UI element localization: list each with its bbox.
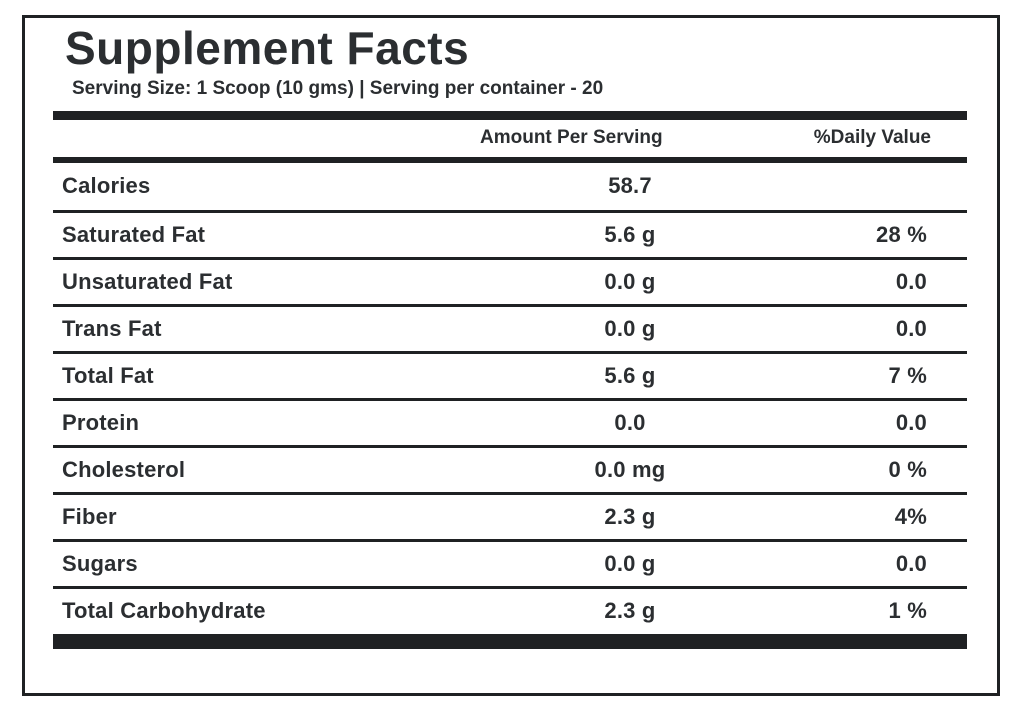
row-label: Trans Fat: [62, 315, 162, 341]
table-row: Trans Fat 0.0 g 0.0: [53, 303, 967, 351]
table-header-row: Amount Per Serving %Daily Value: [53, 120, 967, 157]
nutrient-table: Calories 58.7 Saturated Fat 5.6 g 28 % U…: [53, 163, 967, 633]
table-row: Total Fat 5.6 g 7 %: [53, 350, 967, 398]
row-amount: 0.0 g: [604, 550, 656, 576]
row-label: Unsaturated Fat: [62, 268, 233, 294]
row-label: Fiber: [62, 503, 117, 529]
row-daily-value: 4%: [894, 503, 927, 529]
row-amount: 5.6 g: [604, 221, 656, 247]
row-daily-value: 0.0: [895, 315, 927, 341]
row-amount: 0.0 g: [604, 268, 656, 294]
row-label: Protein: [62, 409, 140, 435]
table-row: Protein 0.0 0.0: [53, 397, 967, 445]
row-daily-value: 7 %: [888, 362, 927, 388]
column-header-amount: Amount Per Serving: [480, 127, 663, 149]
row-amount: 2.3 g: [604, 503, 656, 529]
page-title: Supplement Facts: [65, 22, 470, 74]
row-label: Calories: [62, 173, 151, 199]
row-daily-value: 28 %: [876, 221, 927, 247]
table-row: Fiber 2.3 g 4%: [53, 491, 967, 539]
row-amount: 58.7: [608, 173, 652, 199]
row-daily-value: 0.0: [895, 550, 927, 576]
row-label: Sugars: [62, 550, 138, 576]
row-daily-value: 0 %: [888, 456, 927, 482]
table-row: Sugars 0.0 g 0.0: [53, 538, 967, 586]
row-daily-value: 0.0: [895, 268, 927, 294]
row-amount: 0.0 g: [604, 315, 656, 341]
serving-info: Serving Size: 1 Scoop (10 gms) | Serving…: [72, 77, 604, 99]
row-daily-value: 1 %: [888, 597, 927, 623]
row-label: Total Fat: [62, 362, 154, 388]
table-row: Calories 58.7: [53, 163, 967, 210]
row-amount: 5.6 g: [604, 362, 656, 388]
row-amount: 0.0 mg: [594, 456, 666, 482]
divider-bar-thick: [53, 110, 967, 120]
row-daily-value: 0.0: [895, 409, 927, 435]
column-header-daily: %Daily Value: [813, 127, 931, 149]
table-row: Cholesterol 0.0 mg 0 %: [53, 444, 967, 492]
row-label: Saturated Fat: [62, 221, 206, 247]
table-row: Unsaturated Fat 0.0 g 0.0: [53, 256, 967, 304]
row-amount: 2.3 g: [604, 597, 656, 623]
divider-bar-header: [53, 156, 967, 163]
supplement-facts-panel: Supplement Facts Serving Size: 1 Scoop (…: [22, 15, 1000, 696]
row-label: Cholesterol: [62, 456, 186, 482]
row-label: Total Carbohydrate: [62, 597, 266, 623]
table-row: Total Carbohydrate 2.3 g 1 %: [53, 585, 967, 633]
row-amount: 0.0: [614, 409, 646, 435]
table-row: Saturated Fat 5.6 g 28 %: [53, 209, 967, 257]
divider-bar-bottom: [53, 633, 967, 649]
